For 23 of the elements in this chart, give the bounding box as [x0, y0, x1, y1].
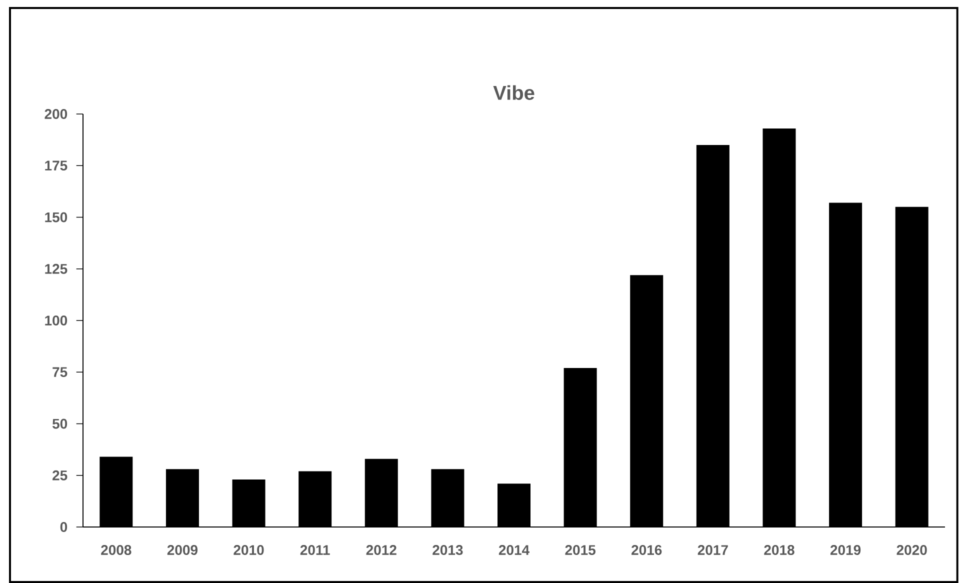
- x-tick-label: 2017: [698, 545, 728, 555]
- x-tick-label: 2014: [498, 545, 530, 555]
- y-tick-label: 50: [52, 418, 68, 429]
- x-tick-label: 2013: [432, 545, 463, 555]
- y-tick-label: 25: [52, 470, 68, 480]
- x-tick-label: 2009: [167, 545, 198, 555]
- x-tick-label: 2010: [234, 545, 264, 555]
- y-tick-label: 100: [45, 316, 68, 326]
- y-tick-label: 150: [45, 212, 68, 222]
- x-tick-label: 2011: [300, 545, 330, 555]
- y-tick-label: 125: [45, 264, 68, 274]
- chart-title: Vibe: [493, 85, 534, 100]
- x-tick-label: 2016: [632, 545, 662, 555]
- x-tick-label: 2019: [830, 545, 861, 555]
- y-tick-label: 200: [44, 109, 68, 119]
- x-tick-label: 2020: [896, 545, 927, 555]
- y-tick-label: 0: [60, 522, 68, 532]
- x-tick-label: 2012: [366, 545, 396, 555]
- y-tick-label: 75: [52, 367, 68, 378]
- y-tick-label: 175: [45, 160, 68, 171]
- x-tick-label: 2008: [101, 545, 132, 555]
- x-tick-label: 2018: [764, 545, 794, 555]
- x-tick-label: 2015: [565, 545, 596, 555]
